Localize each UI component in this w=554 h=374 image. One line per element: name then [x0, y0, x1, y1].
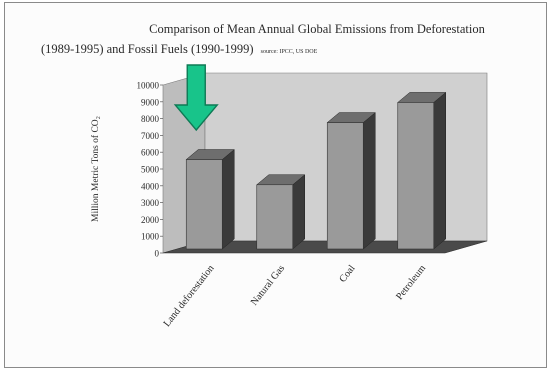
- bar-3: [397, 91, 447, 250]
- x-category-label: Natural Gas: [249, 263, 287, 308]
- bar-side: [433, 91, 446, 250]
- y-axis-label: Million Metric Tons of CO₂: [90, 116, 101, 222]
- x-category-label: Land deforestation: [162, 263, 217, 329]
- y-tick-label: 1000: [141, 232, 160, 242]
- bar-side: [292, 174, 305, 250]
- y-tick-label: 4000: [141, 181, 160, 191]
- x-category-label: Coal: [337, 263, 357, 285]
- bar-side: [363, 112, 376, 250]
- bar-2: [326, 112, 376, 250]
- bar-front: [185, 159, 223, 250]
- y-tick-label: 10000: [137, 81, 160, 91]
- bar-side: [222, 149, 235, 250]
- y-tick-label: 2000: [141, 215, 160, 225]
- down-arrow-icon: [173, 64, 219, 132]
- y-tick-label: 5000: [141, 165, 160, 175]
- y-tick-label: 7000: [141, 131, 160, 141]
- chart-title-line-1: Comparison of Mean Annual Global Emissio…: [149, 22, 485, 36]
- chart-title-line-2: (1989-1995) and Fossil Fuels (1990-1999)…: [41, 42, 318, 56]
- chart-frame: Comparison of Mean Annual Global Emissio…: [4, 2, 547, 368]
- x-category-label: Petroleum: [394, 263, 428, 302]
- chart-title-line-2-text: (1989-1995) and Fossil Fuels (1990-1999): [41, 42, 254, 56]
- bar-front: [397, 102, 435, 250]
- bar-0: [185, 149, 235, 250]
- y-tick-label: 9000: [141, 97, 160, 107]
- y-tick-label: 3000: [141, 198, 160, 208]
- chart-svg: Comparison of Mean Annual Global Emissio…: [41, 22, 488, 329]
- y-tick-label: 6000: [141, 148, 160, 158]
- y-tick-label: 0: [155, 249, 160, 259]
- y-tick-label: 8000: [141, 114, 160, 124]
- bar-front: [256, 184, 294, 250]
- bar-1: [256, 174, 306, 250]
- chart-source: source: IPCC, US DOE: [261, 49, 318, 55]
- bar-front: [326, 122, 364, 250]
